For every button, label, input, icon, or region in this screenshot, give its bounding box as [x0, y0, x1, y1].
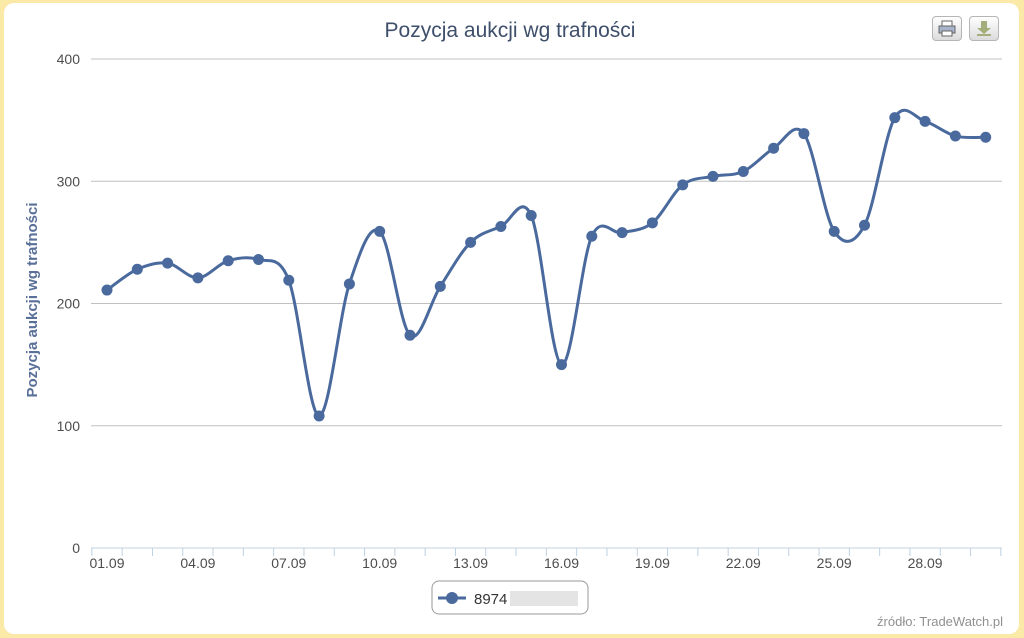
x-tick-label: 19.09 — [635, 555, 670, 571]
y-axis-ticks: 0 100 200 300 400 — [57, 51, 81, 556]
data-point — [162, 257, 174, 269]
export-button[interactable] — [969, 16, 999, 41]
grid-lines — [91, 58, 1002, 427]
data-point — [222, 255, 234, 267]
data-point — [495, 220, 507, 232]
print-button[interactable] — [932, 16, 962, 41]
y-tick-label: 400 — [57, 51, 81, 67]
data-point — [465, 236, 477, 248]
y-tick-label: 0 — [72, 540, 80, 556]
credit-text[interactable]: źródło: TradeWatch.pl — [877, 614, 1003, 629]
data-point — [949, 130, 961, 142]
y-tick-label: 300 — [57, 173, 81, 189]
legend-label-redaction — [510, 591, 578, 606]
data-point — [374, 225, 386, 237]
y-tick-label: 200 — [57, 296, 81, 312]
x-axis: 01.09 04.09 07.09 10.09 13.09 16.09 19.09 22.09… — [89, 547, 1002, 571]
data-point — [919, 115, 931, 127]
data-point — [101, 284, 113, 296]
download-icon — [977, 21, 991, 36]
data-point — [131, 263, 143, 275]
data-point — [434, 280, 446, 292]
data-point — [646, 217, 658, 229]
y-tick-label: 100 — [57, 418, 81, 434]
print-icon — [938, 20, 956, 37]
x-tick-label: 22.09 — [726, 555, 761, 571]
data-point — [556, 359, 567, 371]
y-axis-label: Pozycja aukcji wg trafności — [24, 202, 41, 397]
legend-marker-symbol — [446, 592, 458, 604]
data-point — [253, 253, 264, 265]
data-point — [283, 274, 295, 286]
x-tick-label: 28.09 — [908, 555, 943, 571]
data-point — [889, 112, 901, 124]
x-tick-label: 04.09 — [180, 555, 215, 571]
data-point — [980, 131, 992, 143]
x-tick-label: 07.09 — [271, 555, 306, 571]
series-group — [101, 108, 992, 422]
data-point — [616, 227, 628, 239]
data-point — [798, 128, 810, 140]
x-tick-label: 01.09 — [89, 555, 124, 571]
data-point — [343, 278, 355, 290]
data-point — [737, 165, 749, 177]
data-point — [768, 142, 780, 154]
series-line — [106, 108, 986, 418]
x-tick-label: 13.09 — [453, 555, 488, 571]
data-point — [677, 179, 689, 191]
legend[interactable]: 8974 — [431, 580, 589, 615]
data-point — [707, 170, 719, 182]
data-point — [525, 209, 537, 221]
data-point — [192, 272, 204, 284]
data-point — [404, 329, 416, 341]
x-tick-label: 10.09 — [362, 555, 397, 571]
chart-title: Pozycja aukcji wg trafności — [385, 19, 636, 42]
chart-container — [4, 3, 1019, 634]
data-point — [828, 225, 840, 237]
legend-item-label[interactable]: 8974 — [474, 591, 507, 608]
data-point — [313, 410, 325, 422]
data-point — [859, 219, 870, 231]
x-tick-label: 16.09 — [544, 555, 579, 571]
x-tick-label: 25.09 — [817, 555, 852, 571]
data-point — [586, 230, 598, 242]
